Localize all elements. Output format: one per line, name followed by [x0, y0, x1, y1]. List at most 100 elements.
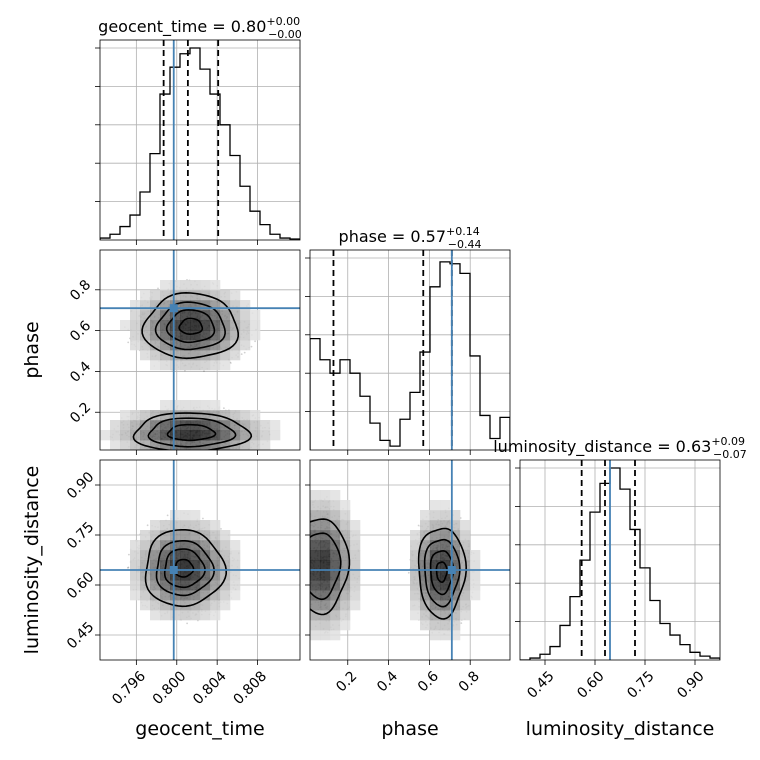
density-cell [210, 300, 221, 311]
sample-point [307, 556, 309, 558]
density-cell [200, 430, 211, 441]
density-cell [240, 440, 251, 450]
density-cell [320, 540, 331, 551]
sample-point [182, 454, 184, 456]
sample-point [127, 553, 130, 556]
density-cell [150, 590, 161, 601]
sample-point [300, 513, 302, 515]
density-cell [150, 350, 161, 361]
sample-point [303, 537, 305, 539]
density-cell [130, 560, 141, 571]
density-cell [210, 280, 221, 291]
density-cell [220, 580, 231, 591]
density-cell [340, 550, 351, 561]
density-cell [320, 570, 331, 581]
density-cell [430, 560, 441, 571]
density-cell [220, 430, 231, 441]
density-cell [460, 520, 471, 531]
density-cell [210, 520, 221, 531]
density-cells [130, 510, 241, 621]
density-cell [410, 600, 421, 611]
density-cell [170, 550, 181, 561]
density-cell [460, 540, 471, 551]
density-cell [320, 600, 331, 611]
density-cell [320, 630, 331, 641]
sample-point [307, 609, 309, 611]
density-cell [340, 610, 351, 621]
density-cell [460, 580, 471, 591]
sample-point [291, 562, 293, 564]
density-cell [200, 400, 211, 411]
contour-line [147, 417, 237, 448]
sample-point [304, 558, 306, 560]
density-cell [160, 330, 171, 341]
sample-point [295, 552, 297, 554]
density-cell [440, 610, 451, 621]
density-cell [180, 530, 191, 541]
density-cell [330, 630, 341, 641]
sample-point [287, 548, 289, 550]
panel-frame [519, 459, 721, 661]
density-cell [210, 360, 221, 371]
sample-point [188, 454, 190, 456]
sample-point [306, 549, 308, 551]
sample-point [227, 453, 229, 455]
density-cell [180, 350, 191, 361]
sample-point [285, 552, 287, 554]
density-cell [150, 430, 161, 441]
sample-point [286, 595, 288, 597]
density-cell [220, 530, 231, 541]
panel-frame [309, 459, 511, 661]
density-cell [460, 560, 471, 571]
density-cell [240, 330, 251, 341]
density-cell [150, 580, 161, 591]
x-tick-label: 0.60 [574, 668, 607, 701]
density-cell [320, 620, 331, 631]
sample-point [182, 450, 184, 452]
density-cell [310, 510, 321, 521]
density-cell [150, 310, 161, 321]
density-cell [460, 600, 471, 611]
density-cell [130, 440, 141, 450]
sample-point [301, 621, 303, 623]
density-cell [450, 510, 461, 521]
sample-point [306, 588, 308, 590]
sample-point [127, 566, 130, 569]
y-tick-label: 0.60 [64, 569, 97, 602]
density-cell [190, 330, 201, 341]
density-cell [230, 310, 241, 321]
density-cell [190, 510, 201, 521]
density-cell [210, 400, 221, 411]
sample-point [290, 566, 292, 568]
sample-point [291, 525, 293, 527]
sample-point [305, 530, 307, 532]
sample-point [295, 603, 297, 605]
density-cell [460, 610, 471, 621]
sample-point [223, 407, 225, 410]
density-cell [230, 320, 241, 331]
density-cell [190, 540, 201, 551]
y-tick-label: 0.6 [67, 318, 94, 345]
density-cell [220, 550, 231, 561]
density-cell [180, 290, 191, 301]
density-cell [440, 550, 451, 561]
panel-grid [520, 460, 720, 660]
density-cell [200, 540, 211, 551]
sample-point [207, 450, 209, 452]
contour-line [155, 539, 215, 597]
density-cell [340, 500, 351, 511]
density-cell [180, 400, 191, 411]
y-tick-label: 0.4 [67, 359, 94, 386]
density-cell [210, 540, 221, 551]
title-plus: +0.00 [266, 15, 300, 28]
density-cell [430, 530, 441, 541]
x-tick-label: 0.6 [415, 668, 442, 695]
density-cell [150, 540, 161, 551]
density-cell [330, 550, 341, 561]
title-minus: −0.00 [268, 28, 302, 41]
density-cell [160, 600, 171, 611]
density-cell [350, 560, 361, 571]
density-cell [150, 340, 161, 351]
density-cell [130, 430, 141, 441]
density-cell [150, 550, 161, 561]
